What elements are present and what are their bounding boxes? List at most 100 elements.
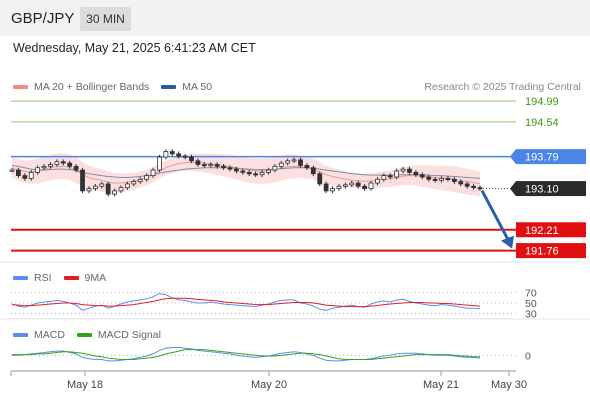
candle-body: [176, 153, 182, 157]
symbol-title: GBP/JPY: [11, 10, 75, 27]
legend-swatch: [63, 276, 79, 280]
candle-body: [157, 156, 162, 171]
legend-item-macd: MACD: [13, 329, 65, 341]
price-levels: [11, 100, 516, 252]
time-axis-label: May 18: [67, 379, 103, 391]
candle-body: [163, 151, 169, 158]
rsi-tick-label: 30: [525, 308, 537, 320]
candle-body: [266, 169, 271, 173]
macd-tick-label: 0: [525, 350, 531, 362]
candle-body: [16, 169, 21, 177]
candle-body: [407, 168, 412, 173]
candle-body: [240, 170, 246, 173]
target-level-label: 194.99: [525, 96, 559, 108]
candle-body: [259, 171, 265, 176]
pivot-level-tag: [516, 149, 586, 165]
macd-signal-line: [12, 349, 480, 360]
candle-body: [310, 167, 316, 175]
candle-body: [451, 178, 457, 183]
candle-body: [323, 183, 329, 192]
candle-body: [375, 178, 380, 184]
candle-body: [221, 165, 226, 169]
legend-item-ma50: MA 50: [161, 81, 212, 93]
legend-swatch: [161, 85, 177, 89]
macd-legend: MACD MACD Signal: [13, 329, 173, 341]
candle-body: [304, 165, 310, 169]
candle-body: [195, 160, 201, 165]
legend-label: 9MA: [84, 272, 107, 284]
candle-body: [86, 188, 92, 192]
macd-panel: 0: [11, 347, 531, 362]
candle-body: [368, 182, 374, 189]
support-level-tag: [516, 222, 586, 238]
candle-body: [400, 168, 406, 172]
candle-body: [22, 175, 28, 179]
candle-body: [458, 181, 464, 185]
legend-swatch: [13, 276, 28, 280]
candle-body: [169, 151, 175, 155]
candle-body: [214, 164, 220, 167]
candle-body: [35, 167, 41, 173]
candle-body: [336, 185, 342, 189]
ma20-line: [11, 161, 481, 185]
candle-body: [355, 182, 361, 187]
support-level-label: 192.21: [525, 225, 559, 237]
candle-body: [80, 169, 85, 192]
candle-body: [99, 183, 105, 187]
candle-body: [439, 177, 444, 181]
candle-body: [60, 161, 66, 164]
rsi-ma9-line: [11, 297, 481, 308]
candle-body: [278, 162, 284, 167]
current-price-label: 193.10: [525, 184, 559, 196]
current-price-tag: [516, 181, 586, 197]
candle-body: [48, 164, 53, 167]
candle-body: [118, 187, 124, 192]
candle-body: [272, 165, 278, 171]
rsi-line: [11, 293, 481, 311]
candle-body: [73, 165, 79, 171]
current-price-tag-point: [510, 181, 516, 197]
candle-body: [105, 183, 111, 195]
candle-body: [144, 175, 150, 180]
forecast-arrow-head: [501, 235, 514, 249]
pivot-level-tag-point: [510, 149, 516, 165]
candle-body: [477, 187, 483, 190]
legend-label: MA 20 + Bollinger Bands: [34, 81, 150, 93]
macd-line: [12, 347, 481, 362]
support-level-label: 191.76: [525, 246, 559, 258]
candle-body: [387, 175, 393, 178]
rsi-legend: RSI 9MA: [13, 272, 118, 284]
legend-item-macd-signal: MACD Signal: [76, 329, 161, 341]
candle-body: [201, 164, 207, 167]
legend-item-9ma: 9MA: [63, 272, 107, 284]
candle-body: [471, 185, 476, 189]
header-bar: GBP/JPY 30 MIN: [0, 0, 590, 36]
candle-body: [227, 167, 233, 170]
candle-body: [233, 168, 239, 172]
time-axis-label: May 20: [251, 379, 287, 391]
timeframe-button[interactable]: 30 MIN: [80, 7, 131, 31]
main-legend: MA 20 + Bollinger Bands MA 50: [13, 81, 224, 93]
candle-body: [28, 171, 34, 179]
datetime-label: Wednesday, May 21, 2025 6:41:23 AM CET: [13, 41, 256, 55]
candle-body: [137, 178, 143, 183]
moving-averages: [11, 161, 481, 185]
rsi-tick-label: 50: [525, 298, 537, 310]
candle-body: [112, 190, 117, 195]
legend-swatch: [13, 85, 28, 89]
candle-body: [285, 160, 291, 164]
candle-body: [208, 164, 214, 167]
legend-item-rsi: RSI: [13, 272, 52, 284]
candle-body: [349, 182, 355, 186]
candle-body: [464, 183, 470, 187]
legend-label: RSI: [34, 272, 52, 284]
candle-body: [362, 185, 368, 189]
candle-body: [419, 174, 425, 178]
candle-body: [189, 156, 194, 162]
candle-body: [432, 178, 438, 181]
rsi-tick-label: 70: [525, 288, 537, 300]
ma50-line: [11, 164, 481, 179]
candle-body: [92, 185, 98, 189]
